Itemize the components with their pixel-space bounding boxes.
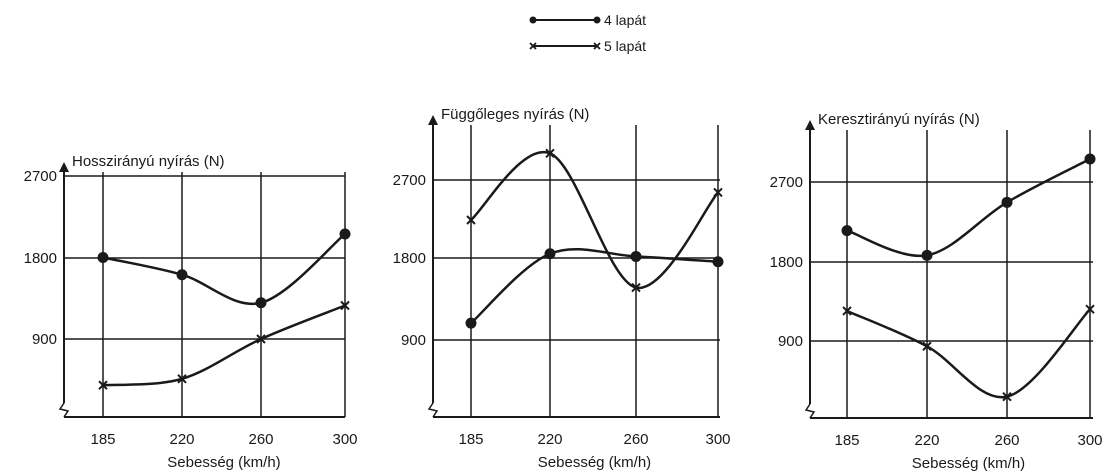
- x-tick-label: 300: [705, 431, 730, 448]
- data-point: [177, 374, 187, 384]
- legend-marker-cross: [529, 42, 537, 50]
- y-tick-label: 1800: [393, 250, 426, 267]
- y-tick-label: 1800: [24, 250, 57, 267]
- series-line: [470, 150, 719, 289]
- chart-panel-2: 900 1800 2700 185 220 260 300 Sebesség (km/h) Fü…: [393, 106, 731, 471]
- y-tick-label: 2700: [393, 172, 426, 189]
- series-line: [846, 308, 1091, 399]
- x-axis-title: Sebesség (km/h): [912, 455, 1025, 472]
- data-point: [176, 269, 188, 281]
- legend-item-4-lapat: 4 lapát: [529, 12, 646, 28]
- data-point: [340, 300, 350, 311]
- axis-break: [804, 403, 816, 419]
- series-line: [470, 247, 719, 325]
- legend: 4 lapát 5 lapát: [529, 12, 646, 54]
- legend-label-4-lapat: 4 lapát: [604, 12, 646, 28]
- chart-title: Hosszirányú nyírás (N): [72, 153, 225, 170]
- x-tick-label: 185: [458, 431, 483, 448]
- y-tick-label: 900: [401, 332, 426, 349]
- data-point: [339, 228, 351, 240]
- series-line: [102, 232, 346, 306]
- data-point: [545, 148, 555, 159]
- x-axis-title: Sebesség (km/h): [167, 454, 280, 471]
- chart-title: Keresztirányú nyírás (N): [818, 111, 980, 128]
- data-point: [465, 317, 477, 329]
- series-line: [846, 157, 1091, 258]
- y-axis-arrow: [428, 115, 438, 125]
- x-tick-label: 185: [90, 431, 115, 448]
- series-line: [102, 304, 346, 387]
- x-tick-label: 260: [623, 431, 648, 448]
- x-axis-title: Sebesség (km/h): [538, 454, 651, 471]
- y-tick-label: 900: [32, 331, 57, 348]
- data-point: [631, 282, 641, 293]
- data-point: [544, 248, 556, 260]
- axis-break: [58, 402, 70, 418]
- data-point: [842, 306, 852, 316]
- data-point: [256, 334, 266, 344]
- x-tick-label: 260: [994, 432, 1019, 449]
- legend-marker-circle: [593, 16, 601, 24]
- data-point: [713, 187, 723, 198]
- series-1: [97, 228, 351, 309]
- x-tick-label: 300: [332, 431, 357, 448]
- legend-marker-cross: [593, 42, 601, 50]
- data-point: [466, 215, 476, 225]
- x-tick-label: 220: [169, 431, 194, 448]
- x-tick-label: 260: [248, 431, 273, 448]
- x-tick-label: 185: [834, 432, 859, 449]
- chart-panel-3: 900 1800 2700 185 220 260 300 Sebesség (km/h) Ke…: [770, 111, 1103, 472]
- legend-item-5-lapat: 5 lapát: [529, 38, 646, 54]
- chart-panels: 900 1800 2700 185 220 260 300 Sebesség (km/h) Ho…: [24, 106, 1103, 472]
- data-point: [1085, 304, 1095, 314]
- chart-title: Függőleges nyírás (N): [441, 106, 589, 123]
- data-point: [922, 341, 932, 352]
- legend-marker-circle: [529, 16, 537, 24]
- y-axis-arrow: [59, 162, 69, 172]
- data-point: [1002, 391, 1012, 402]
- y-tick-label: 2700: [24, 168, 57, 185]
- series-2: [466, 148, 723, 293]
- series-1: [841, 153, 1096, 261]
- y-tick-label: 1800: [770, 254, 803, 271]
- data-point: [712, 256, 724, 268]
- data-point: [98, 380, 108, 390]
- series-2: [98, 300, 350, 390]
- data-point: [1001, 196, 1013, 208]
- x-tick-label: 220: [537, 431, 562, 448]
- data-point: [630, 250, 642, 262]
- series-2: [842, 304, 1095, 402]
- x-tick-label: 300: [1077, 432, 1102, 449]
- x-tick-label: 220: [914, 432, 939, 449]
- data-point: [1084, 153, 1096, 165]
- y-axis-arrow: [805, 120, 815, 130]
- series-1: [465, 247, 724, 329]
- legend-label-5-lapat: 5 lapát: [604, 38, 646, 54]
- y-tick-label: 900: [778, 333, 803, 350]
- chart-panel-1: 900 1800 2700 185 220 260 300 Sebesség (km/h) Ho…: [24, 153, 358, 471]
- data-point: [921, 249, 933, 261]
- axis-break: [427, 402, 439, 418]
- data-point: [255, 297, 267, 309]
- y-tick-label: 2700: [770, 174, 803, 191]
- data-point: [97, 252, 109, 263]
- data-point: [841, 225, 853, 237]
